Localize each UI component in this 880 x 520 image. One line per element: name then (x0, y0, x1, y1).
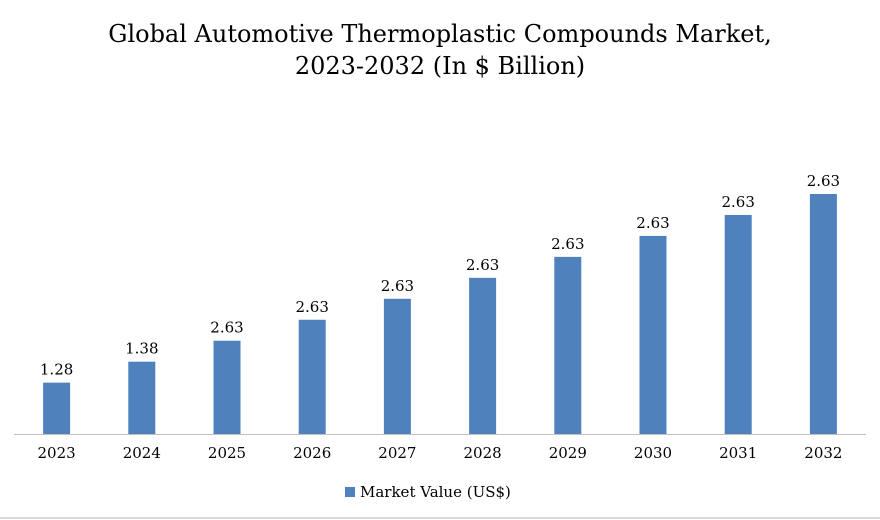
bar-2025 (213, 340, 241, 434)
bar-2027 (383, 298, 411, 434)
bar-2028 (469, 277, 497, 434)
chart-bottom-border (0, 517, 880, 519)
x-tick-label-2024: 2024 (123, 444, 161, 462)
legend-swatch (345, 487, 355, 497)
bar-2030 (639, 235, 667, 434)
bar-2032 (809, 194, 837, 434)
x-tick-label-2026: 2026 (293, 444, 331, 462)
data-label-2027: 2.63 (381, 277, 414, 295)
x-tick-label-2029: 2029 (549, 444, 587, 462)
data-label-2029: 2.63 (551, 235, 584, 253)
legend-label: Market Value (US$) (360, 483, 511, 501)
bar-2029 (554, 256, 582, 434)
bar-2024 (128, 361, 156, 434)
data-label-2028: 2.63 (466, 256, 499, 274)
x-tick-label-2025: 2025 (208, 444, 246, 462)
data-label-2024: 1.38 (125, 340, 158, 358)
bar-2031 (724, 214, 752, 434)
x-tick-label-2031: 2031 (719, 444, 757, 462)
x-tick-label-2027: 2027 (378, 444, 416, 462)
bar-2023 (43, 382, 71, 434)
x-tick-label-2032: 2032 (804, 444, 842, 462)
x-tick-label-2028: 2028 (464, 444, 502, 462)
data-label-2030: 2.63 (636, 214, 669, 232)
bar-2026 (298, 319, 326, 434)
x-tick-label-2023: 2023 (38, 444, 76, 462)
chart-title-line-2: 2023-2032 (In $ Billion) (294, 52, 586, 80)
x-tick-label-2030: 2030 (634, 444, 672, 462)
data-label-2023: 1.28 (40, 361, 73, 379)
data-label-2026: 2.63 (295, 298, 328, 316)
data-label-2031: 2.63 (721, 193, 754, 211)
chart-title-line-1: Global Automotive Thermoplastic Compound… (108, 20, 772, 48)
data-label-2025: 2.63 (210, 319, 243, 337)
data-label-2032: 2.63 (807, 172, 840, 190)
